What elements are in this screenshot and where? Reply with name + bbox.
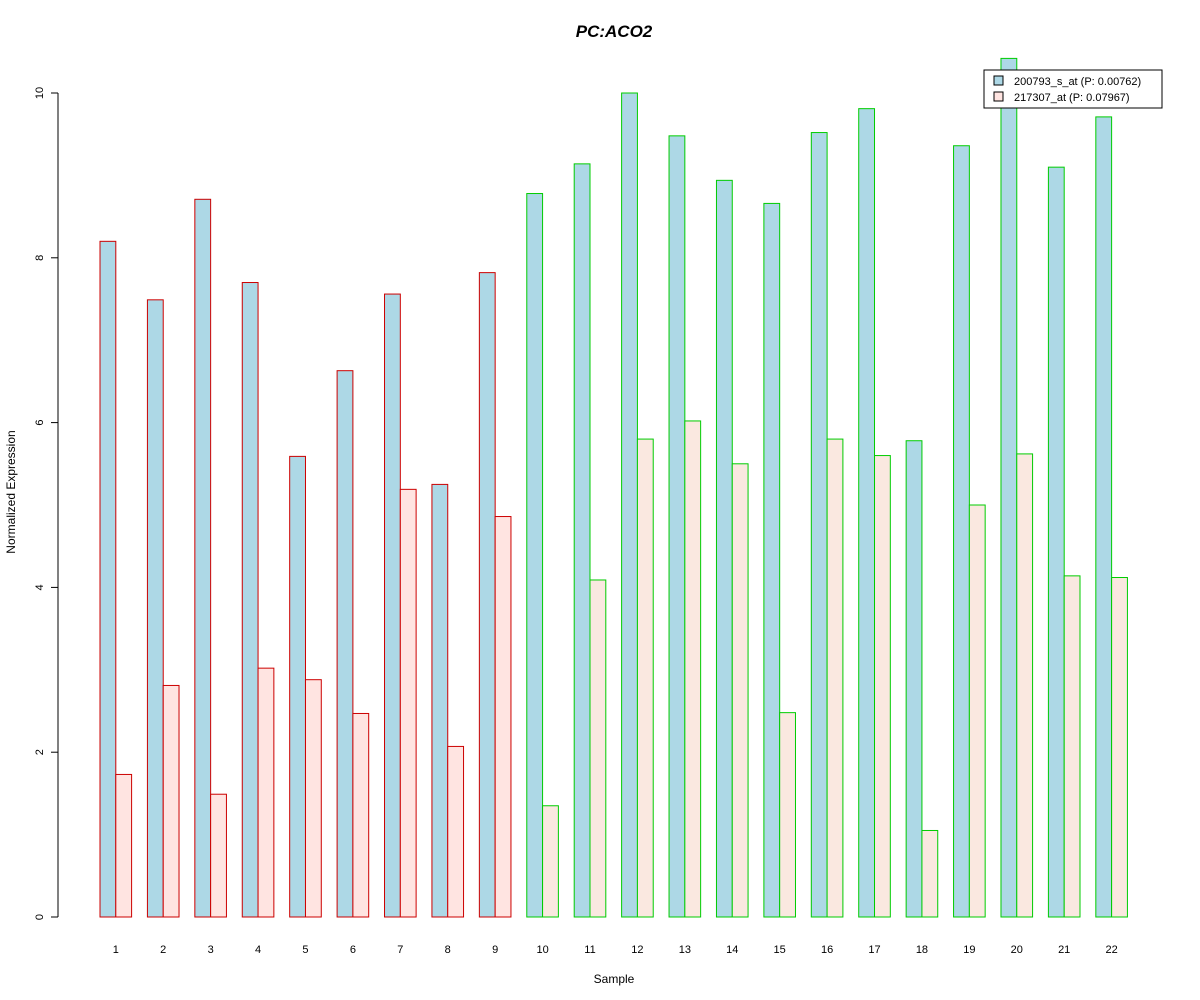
y-tick-label: 2 [34, 749, 46, 755]
legend-swatch-series-2 [993, 91, 1004, 102]
x-tick-label: 10 [536, 944, 548, 956]
bar-series-2-sample-13 [684, 420, 702, 918]
legend-label-series-1: 200793_s_at (P: 0.00762) [1014, 76, 1141, 88]
bar-series-2-sample-10 [542, 805, 559, 918]
y-tick-label: 4 [34, 584, 46, 590]
bar-series-1-sample-15 [763, 202, 781, 918]
bar-series-2-sample-5 [304, 679, 322, 918]
bar-series-2-sample-15 [779, 712, 796, 918]
x-tick-label: 13 [679, 944, 691, 956]
x-tick-label: 21 [1058, 944, 1070, 956]
bar-series-2-sample-12 [636, 438, 654, 918]
x-tick-label: 4 [255, 944, 261, 956]
x-tick-label: 14 [726, 944, 738, 956]
legend-label-series-2: 217307_at (P: 0.07967) [1014, 92, 1130, 104]
bar-series-1-sample-19 [953, 145, 970, 918]
y-tick-label: 6 [34, 420, 46, 426]
bar-series-2-sample-17 [874, 455, 891, 918]
bar-series-1-sample-17 [858, 108, 876, 918]
bar-series-1-sample-18 [905, 440, 923, 918]
legend-swatch-series-1 [993, 75, 1004, 86]
x-tick-label: 2 [160, 944, 166, 956]
bar-series-2-sample-16 [826, 438, 844, 918]
y-axis: 0 2 4 6 8 10 [34, 87, 58, 920]
x-tick-label: 20 [1011, 944, 1023, 956]
legend: 200793_s_at (P: 0.00762) 217307_at (P: 0… [983, 69, 1163, 109]
bar-series-1-sample-6 [336, 370, 354, 918]
bar-series-2-sample-9 [494, 516, 512, 918]
bar-series-1-sample-2 [146, 299, 164, 918]
bar-series-1-sample-20 [1000, 57, 1018, 918]
y-axis-title: Normalized Expression [4, 430, 18, 553]
bar-series-1-sample-21 [1047, 166, 1065, 918]
bar-series-2-sample-14 [731, 463, 749, 918]
bar-series-2-sample-7 [399, 488, 417, 918]
bar-series-1-sample-3 [194, 198, 212, 918]
bar-series-1-sample-8 [431, 483, 449, 918]
x-axis-title: Sample [594, 972, 635, 986]
bar-series-2-sample-6 [352, 712, 370, 918]
bar-series-1-sample-13 [668, 135, 686, 918]
legend-box [983, 69, 1163, 109]
x-tick-label: 18 [916, 944, 928, 956]
y-tick-label: 0 [34, 914, 46, 920]
bar-series-1-sample-16 [810, 132, 828, 918]
x-axis-labels: 1 2 3 4 5 6 7 8 9 10 11 12 13 14 15 16 17 18 19 20 21 22 [113, 944, 1118, 956]
bar-series-2-sample-19 [968, 504, 986, 918]
bar-series-1-sample-14 [715, 179, 733, 918]
bar-series-2-sample-4 [257, 667, 275, 918]
bar-series-1-sample-10 [526, 193, 544, 918]
bar-series-1-sample-12 [621, 92, 638, 918]
bar-series-1-sample-22 [1095, 116, 1113, 918]
bar-series-2-sample-11 [589, 579, 607, 918]
bar-series-2-sample-21 [1063, 575, 1081, 918]
bar-series-2-sample-18 [921, 829, 939, 918]
bar-series-1-sample-7 [384, 293, 401, 918]
bar-series-1-sample-5 [289, 455, 306, 918]
x-tick-label: 9 [492, 944, 498, 956]
x-tick-label: 1 [113, 944, 119, 956]
bar-series-1-sample-1 [99, 240, 117, 918]
bar-series-2-sample-22 [1111, 577, 1128, 918]
x-tick-label: 3 [208, 944, 214, 956]
bar-series-2-sample-8 [447, 745, 465, 918]
bars-group [99, 57, 1128, 918]
bar-series-1-sample-4 [241, 282, 259, 918]
bar-series-2-sample-1 [115, 773, 133, 918]
x-tick-label: 6 [350, 944, 356, 956]
x-tick-label: 8 [445, 944, 451, 956]
x-tick-label: 19 [963, 944, 975, 956]
bar-series-1-sample-9 [478, 272, 496, 918]
bar-series-2-sample-20 [1016, 453, 1034, 918]
x-tick-label: 5 [302, 944, 308, 956]
x-tick-label: 16 [821, 944, 833, 956]
x-tick-label: 12 [631, 944, 643, 956]
x-tick-label: 15 [774, 944, 786, 956]
chart-title: PC:ACO2 [576, 22, 653, 41]
x-tick-label: 11 [584, 944, 595, 956]
x-tick-label: 7 [397, 944, 403, 956]
bar-series-1-sample-11 [573, 163, 591, 918]
y-tick-label: 8 [34, 255, 46, 261]
bar-series-2-sample-2 [162, 684, 180, 918]
bar-series-2-sample-3 [210, 793, 227, 918]
x-tick-label: 17 [868, 944, 880, 956]
x-tick-label: 22 [1105, 944, 1117, 956]
y-tick-label: 10 [34, 87, 46, 99]
